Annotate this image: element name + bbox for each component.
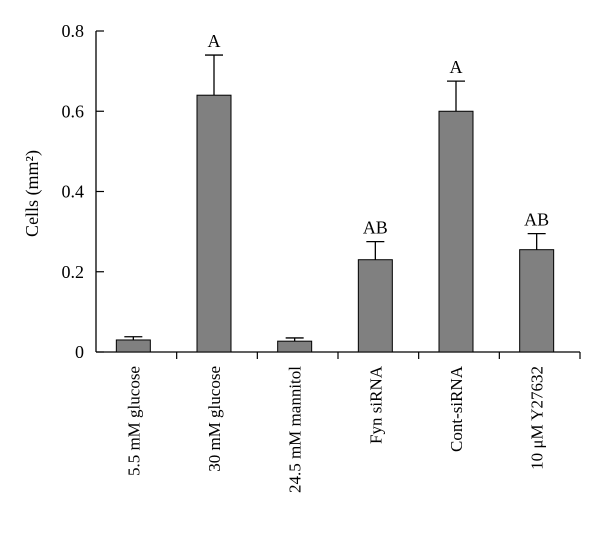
bar (357, 259, 393, 353)
y-tick-label: 0.2 (62, 262, 85, 282)
bar (277, 340, 313, 353)
x-ticks: 5.5 mM glucose 30 mM glucose 24.5 mM manni… (124, 352, 581, 493)
y-tick-label: 0.8 (62, 21, 85, 41)
x-tick-label: 24.5 mM mannitol (286, 366, 305, 493)
x-tick-label: Fyn siRNA (366, 365, 385, 444)
significance-label: AB (363, 218, 388, 238)
bars: A AB A AB (115, 31, 555, 353)
bar (519, 249, 555, 353)
y-tick-label: 0.4 (62, 182, 85, 202)
bar (438, 110, 474, 353)
significance-label: A (450, 57, 463, 77)
axes (95, 31, 580, 353)
significance-label: A (208, 31, 221, 51)
x-tick-label: 30 mM glucose (205, 366, 224, 472)
x-tick-label: 5.5 mM glucose (124, 366, 143, 476)
bar (115, 339, 151, 353)
x-tick-label: Cont-siRNA (447, 365, 466, 452)
y-tick-label: 0.6 (62, 101, 85, 121)
y-tick-label: 0 (75, 342, 84, 362)
significance-label: AB (524, 210, 549, 230)
bar (196, 94, 232, 353)
y-ticks: 0 0.2 0.4 0.6 0.8 (62, 21, 104, 362)
x-tick-label: 10 μM Y27632 (528, 366, 547, 470)
y-axis-label: Cells (mm²) (22, 150, 43, 237)
